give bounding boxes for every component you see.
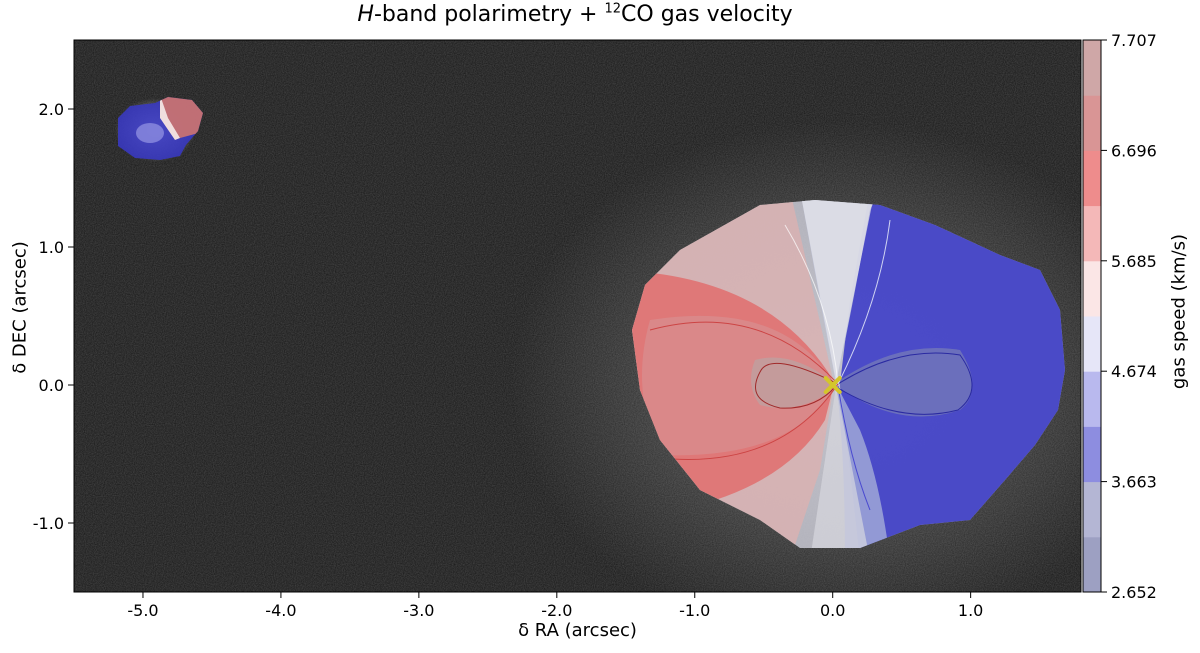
colorbar-level-9 <box>1083 40 1101 96</box>
x-tick-label-4: -1.0 <box>679 601 710 620</box>
colorbar-level-5 <box>1083 260 1101 317</box>
plot-frame <box>73 39 1082 593</box>
colorbar-label: gas speed (km/s) <box>1168 233 1190 390</box>
y-tick-label-0: -1.0 <box>33 514 64 533</box>
colorbar-level-8 <box>1083 95 1101 151</box>
colorbar-level-6 <box>1083 205 1101 262</box>
y-axis: -1.0 0.0 1.0 2.0 <box>33 100 74 533</box>
x-axis-label: δ RA (arcsec) <box>518 620 637 641</box>
y-axis-label: δ DEC (arcsec) <box>9 241 31 374</box>
x-tick-label-6: 1.0 <box>958 601 983 620</box>
colorbar-tick-label-3: 5.685 <box>1111 252 1157 271</box>
colorbar-level-7 <box>1083 150 1101 207</box>
colorbar-tick-label-4: 6.696 <box>1111 141 1157 160</box>
chart-title: H-band polarimetry + 12CO gas velocity <box>357 1 793 27</box>
colorbar-tick-label-5: 7.707 <box>1111 31 1157 50</box>
colorbar-level-1 <box>1083 481 1101 538</box>
x-tick-label-5: 0.0 <box>820 601 845 620</box>
x-tick-label-0: -5.0 <box>127 601 158 620</box>
x-axis: -5.0 -4.0 -3.0 -2.0 -1.0 0.0 1.0 <box>127 592 983 620</box>
colorbar-level-2 <box>1083 426 1101 483</box>
colorbar-level-4 <box>1083 316 1101 372</box>
x-tick-label-2: -3.0 <box>403 601 434 620</box>
colorbar-tick-label-0: 2.652 <box>1111 583 1157 602</box>
colorbar: 2.652 3.663 4.674 5.685 6.696 7.707 <box>1082 31 1157 602</box>
colorbar-tick-label-1: 3.663 <box>1111 473 1157 492</box>
y-tick-label-1: 0.0 <box>39 376 64 395</box>
colorbar-tick-label-2: 4.674 <box>1111 362 1157 381</box>
x-tick-label-3: -2.0 <box>541 601 572 620</box>
x-tick-label-1: -4.0 <box>265 601 296 620</box>
star-marker <box>823 376 842 394</box>
colorbar-level-3 <box>1083 371 1101 427</box>
colorbar-level-0 <box>1083 536 1101 593</box>
y-tick-label-3: 2.0 <box>39 100 64 119</box>
y-tick-label-2: 1.0 <box>39 238 64 257</box>
